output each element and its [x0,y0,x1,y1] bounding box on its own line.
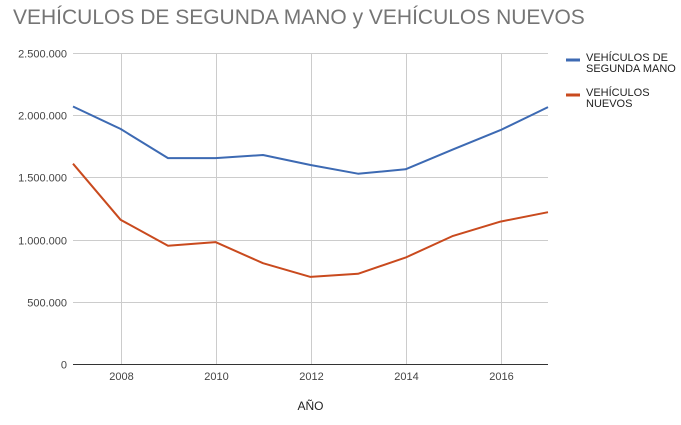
x-tick-label: 2014 [394,371,418,383]
x-tick-label: 2012 [299,371,323,383]
legend: VEHÍCULOS DE SEGUNDA MANO VEHÍCULOS NUEVOS [566,51,676,110]
grid [73,53,548,365]
series-lines [73,107,548,277]
series-line-1 [73,107,548,174]
y-tick-label: 1.500.000 [18,173,67,185]
legend-label-2: VEHÍCULOS NUEVOS [586,86,650,110]
y-tick-label: 500.000 [27,298,67,310]
y-tick-label: 2.500.000 [18,49,67,61]
x-tick-label: 2010 [204,371,228,383]
x-axis-title: AÑO [297,399,323,413]
x-tick-label: 2008 [109,371,133,383]
x-tick-label: 2016 [489,371,513,383]
y-tick-label: 0 [61,360,67,372]
axes: 0 500.000 1.000.000 1.500.000 2.000.000 2.500… [18,49,514,414]
series-line-2 [73,164,548,277]
y-tick-label: 2.000.000 [18,111,67,123]
y-tick-label: 1.000.000 [18,236,67,248]
legend-label-1: VEHÍCULOS DE SEGUNDA MANO [586,51,676,75]
